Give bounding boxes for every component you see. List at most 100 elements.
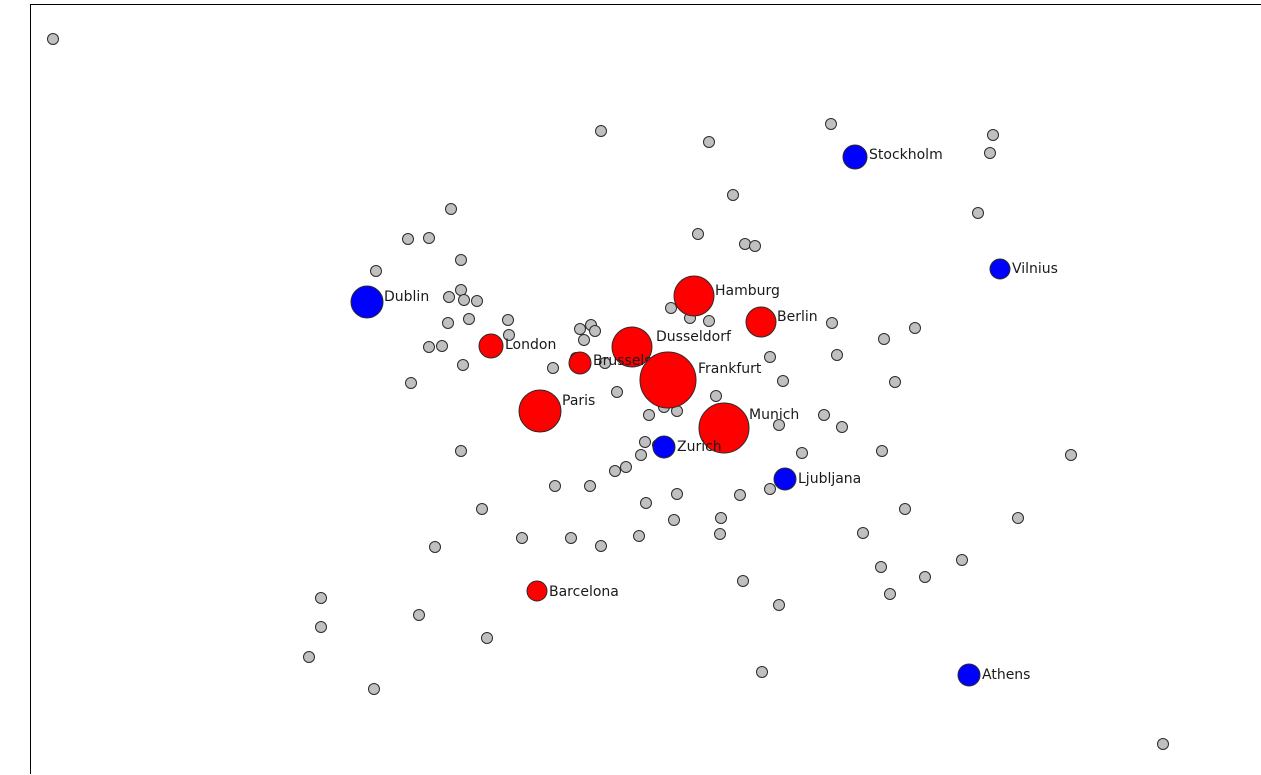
minor-node [405, 377, 417, 389]
minor-nodes [47, 33, 1169, 750]
node-zurich [652, 435, 676, 459]
minor-node [609, 465, 621, 477]
node-stockholm [842, 144, 868, 170]
node-frankfurt [639, 351, 697, 409]
minor-node [984, 147, 996, 159]
minor-node [773, 599, 785, 611]
minor-node [703, 315, 715, 327]
label-vilnius: Vilnius [1012, 261, 1058, 277]
minor-node [773, 419, 785, 431]
minor-node [899, 503, 911, 515]
minor-node [739, 238, 751, 250]
minor-node [737, 575, 749, 587]
minor-node [516, 532, 528, 544]
minor-node [635, 449, 647, 461]
minor-node [857, 527, 869, 539]
minor-node [315, 621, 327, 633]
minor-node [1012, 512, 1024, 524]
minor-node [909, 322, 921, 334]
node-munich [698, 402, 750, 454]
node-barcelona [526, 580, 548, 602]
minor-node [668, 514, 680, 526]
minor-node [303, 651, 315, 663]
minor-node [47, 33, 59, 45]
minor-node [875, 561, 887, 573]
minor-node [595, 125, 607, 137]
minor-node [777, 375, 789, 387]
minor-node [756, 666, 768, 678]
minor-node [715, 512, 727, 524]
minor-node [665, 302, 677, 314]
node-athens [957, 663, 981, 687]
minor-node [599, 357, 611, 369]
minor-node [502, 314, 514, 326]
node-dusseldorf [611, 326, 653, 368]
minor-node [578, 334, 590, 346]
label-frankfurt: Frankfurt [698, 361, 762, 377]
label-barcelona: Barcelona [549, 584, 619, 600]
label-dusseldorf: Dusseldorf [656, 329, 732, 345]
label-paris: Paris [562, 393, 595, 409]
minor-node [836, 421, 848, 433]
label-athens: Athens [982, 667, 1030, 683]
minor-node [445, 203, 457, 215]
node-hamburg [673, 275, 715, 317]
minor-node [503, 329, 515, 341]
minor-node [919, 571, 931, 583]
node-dublin [350, 285, 384, 319]
minor-node [714, 528, 726, 540]
minor-node [402, 233, 414, 245]
minor-node [476, 503, 488, 515]
label-zurich: Zurich [677, 439, 722, 455]
minor-node [315, 592, 327, 604]
minor-node [671, 488, 683, 500]
minor-node [643, 409, 655, 421]
minor-node [633, 530, 645, 542]
minor-node [734, 489, 746, 501]
minor-node [443, 291, 455, 303]
minor-node [764, 351, 776, 363]
node-paris [518, 389, 562, 433]
minor-node [455, 254, 467, 266]
minor-node [463, 313, 475, 325]
label-berlin: Berlin [777, 309, 818, 325]
minor-node [455, 445, 467, 457]
label-hamburg: Hamburg [715, 283, 780, 299]
minor-node [876, 445, 888, 457]
minor-node [611, 386, 623, 398]
minor-node [818, 409, 830, 421]
minor-node [549, 480, 561, 492]
minor-node [692, 228, 704, 240]
minor-node [584, 480, 596, 492]
minor-node [1157, 738, 1169, 750]
minor-node [987, 129, 999, 141]
minor-node [972, 207, 984, 219]
minor-node [620, 461, 632, 473]
minor-node [640, 497, 652, 509]
node-vilnius [989, 258, 1011, 280]
minor-node [547, 362, 559, 374]
minor-node [458, 294, 470, 306]
minor-node [481, 632, 493, 644]
minor-node [457, 359, 469, 371]
minor-node [878, 333, 890, 345]
minor-node [884, 588, 896, 600]
minor-node [429, 541, 441, 553]
label-munich: Munich [749, 407, 799, 423]
network-canvas: Hamburg Berlin Dusseldorf London Brussels Fra… [47, 33, 1169, 750]
label-brussels: Brussels [593, 353, 652, 369]
minor-node [589, 325, 601, 337]
minor-node [1065, 449, 1077, 461]
minor-node [796, 447, 808, 459]
node-ljubljana [773, 467, 797, 491]
labeled-nodes: Hamburg Berlin Dusseldorf London Brussels Fra… [350, 144, 1058, 687]
minor-node [423, 232, 435, 244]
minor-node [826, 317, 838, 329]
node-berlin [745, 306, 777, 338]
node-london [478, 333, 504, 359]
minor-node [442, 317, 454, 329]
minor-node [423, 341, 435, 353]
label-london: London [505, 337, 556, 353]
minor-node [710, 390, 722, 402]
minor-node [436, 340, 448, 352]
